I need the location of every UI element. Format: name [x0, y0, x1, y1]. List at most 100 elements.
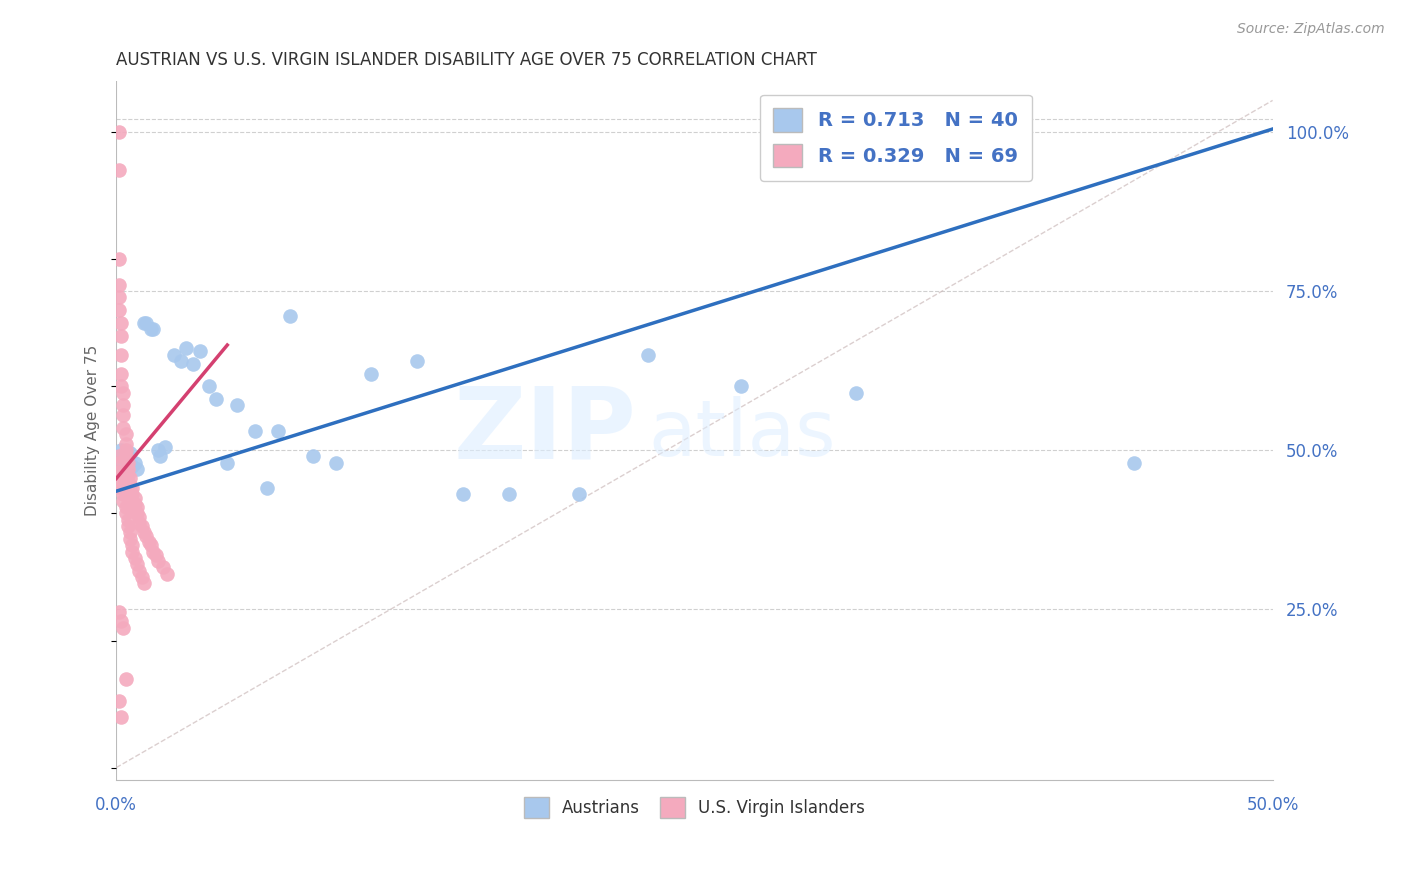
- Point: [107, 605, 129, 619]
- Point: [107, 125, 129, 139]
- Point: [132, 525, 155, 540]
- Point: [128, 516, 150, 530]
- Point: [112, 487, 135, 501]
- Point: [110, 316, 132, 330]
- Point: [360, 367, 382, 381]
- Point: [110, 328, 132, 343]
- Point: [120, 446, 142, 460]
- Point: [112, 385, 135, 400]
- Point: [110, 379, 132, 393]
- Point: [107, 277, 129, 292]
- Point: [217, 456, 239, 470]
- Point: [107, 694, 129, 708]
- Point: [120, 478, 142, 492]
- Point: [114, 427, 136, 442]
- Point: [156, 566, 179, 581]
- Point: [107, 456, 129, 470]
- Point: [107, 163, 129, 178]
- Point: [995, 131, 1018, 145]
- Point: [845, 385, 868, 400]
- Point: [146, 442, 169, 457]
- Point: [153, 440, 176, 454]
- Point: [114, 449, 136, 463]
- Point: [120, 532, 142, 546]
- Point: [112, 420, 135, 434]
- Point: [152, 560, 174, 574]
- Point: [117, 456, 139, 470]
- Point: [139, 322, 162, 336]
- Point: [127, 500, 149, 514]
- Point: [498, 487, 520, 501]
- Point: [325, 456, 347, 470]
- Point: [124, 491, 146, 505]
- Point: [128, 564, 150, 578]
- Point: [112, 621, 135, 635]
- Point: [142, 322, 165, 336]
- Point: [131, 519, 153, 533]
- Point: [730, 379, 752, 393]
- Point: [112, 408, 135, 422]
- Point: [110, 615, 132, 629]
- Point: [132, 316, 155, 330]
- Point: [256, 481, 278, 495]
- Text: atlas: atlas: [648, 396, 835, 473]
- Point: [181, 357, 204, 371]
- Point: [110, 481, 132, 495]
- Point: [267, 424, 290, 438]
- Point: [110, 348, 132, 362]
- Point: [127, 558, 149, 572]
- Point: [120, 471, 142, 485]
- Point: [110, 367, 132, 381]
- Point: [114, 507, 136, 521]
- Point: [243, 424, 266, 438]
- Point: [135, 529, 157, 543]
- Text: AUSTRIAN VS U.S. VIRGIN ISLANDER DISABILITY AGE OVER 75 CORRELATION CHART: AUSTRIAN VS U.S. VIRGIN ISLANDER DISABIL…: [117, 51, 817, 69]
- Point: [145, 548, 167, 562]
- Point: [142, 544, 165, 558]
- Legend: Austrians, U.S. Virgin Islanders: Austrians, U.S. Virgin Islanders: [517, 790, 872, 824]
- Point: [149, 449, 172, 463]
- Point: [107, 252, 129, 267]
- Point: [121, 544, 143, 558]
- Point: [170, 354, 193, 368]
- Point: [1122, 456, 1144, 470]
- Point: [146, 554, 169, 568]
- Point: [121, 458, 143, 473]
- Point: [406, 354, 429, 368]
- Point: [121, 487, 143, 501]
- Text: ZIP: ZIP: [454, 383, 637, 479]
- Point: [163, 348, 186, 362]
- Point: [117, 449, 139, 463]
- Point: [112, 493, 135, 508]
- Point: [107, 465, 129, 479]
- Point: [117, 513, 139, 527]
- Point: [204, 392, 226, 406]
- Point: [197, 379, 219, 393]
- Point: [110, 475, 132, 489]
- Point: [568, 487, 591, 501]
- Point: [117, 519, 139, 533]
- Point: [637, 348, 659, 362]
- Point: [107, 303, 129, 318]
- Point: [110, 468, 132, 483]
- Point: [120, 525, 142, 540]
- Point: [127, 462, 149, 476]
- Point: [225, 398, 247, 412]
- Point: [138, 535, 160, 549]
- Point: [135, 316, 157, 330]
- Point: [139, 538, 162, 552]
- Point: [124, 456, 146, 470]
- Point: [127, 507, 149, 521]
- Y-axis label: Disability Age Over 75: Disability Age Over 75: [86, 345, 100, 516]
- Point: [114, 672, 136, 686]
- Point: [117, 468, 139, 483]
- Point: [124, 550, 146, 565]
- Point: [117, 462, 139, 476]
- Point: [121, 538, 143, 552]
- Point: [174, 341, 197, 355]
- Point: [131, 570, 153, 584]
- Point: [112, 398, 135, 412]
- Point: [112, 449, 135, 463]
- Point: [132, 576, 155, 591]
- Point: [302, 449, 325, 463]
